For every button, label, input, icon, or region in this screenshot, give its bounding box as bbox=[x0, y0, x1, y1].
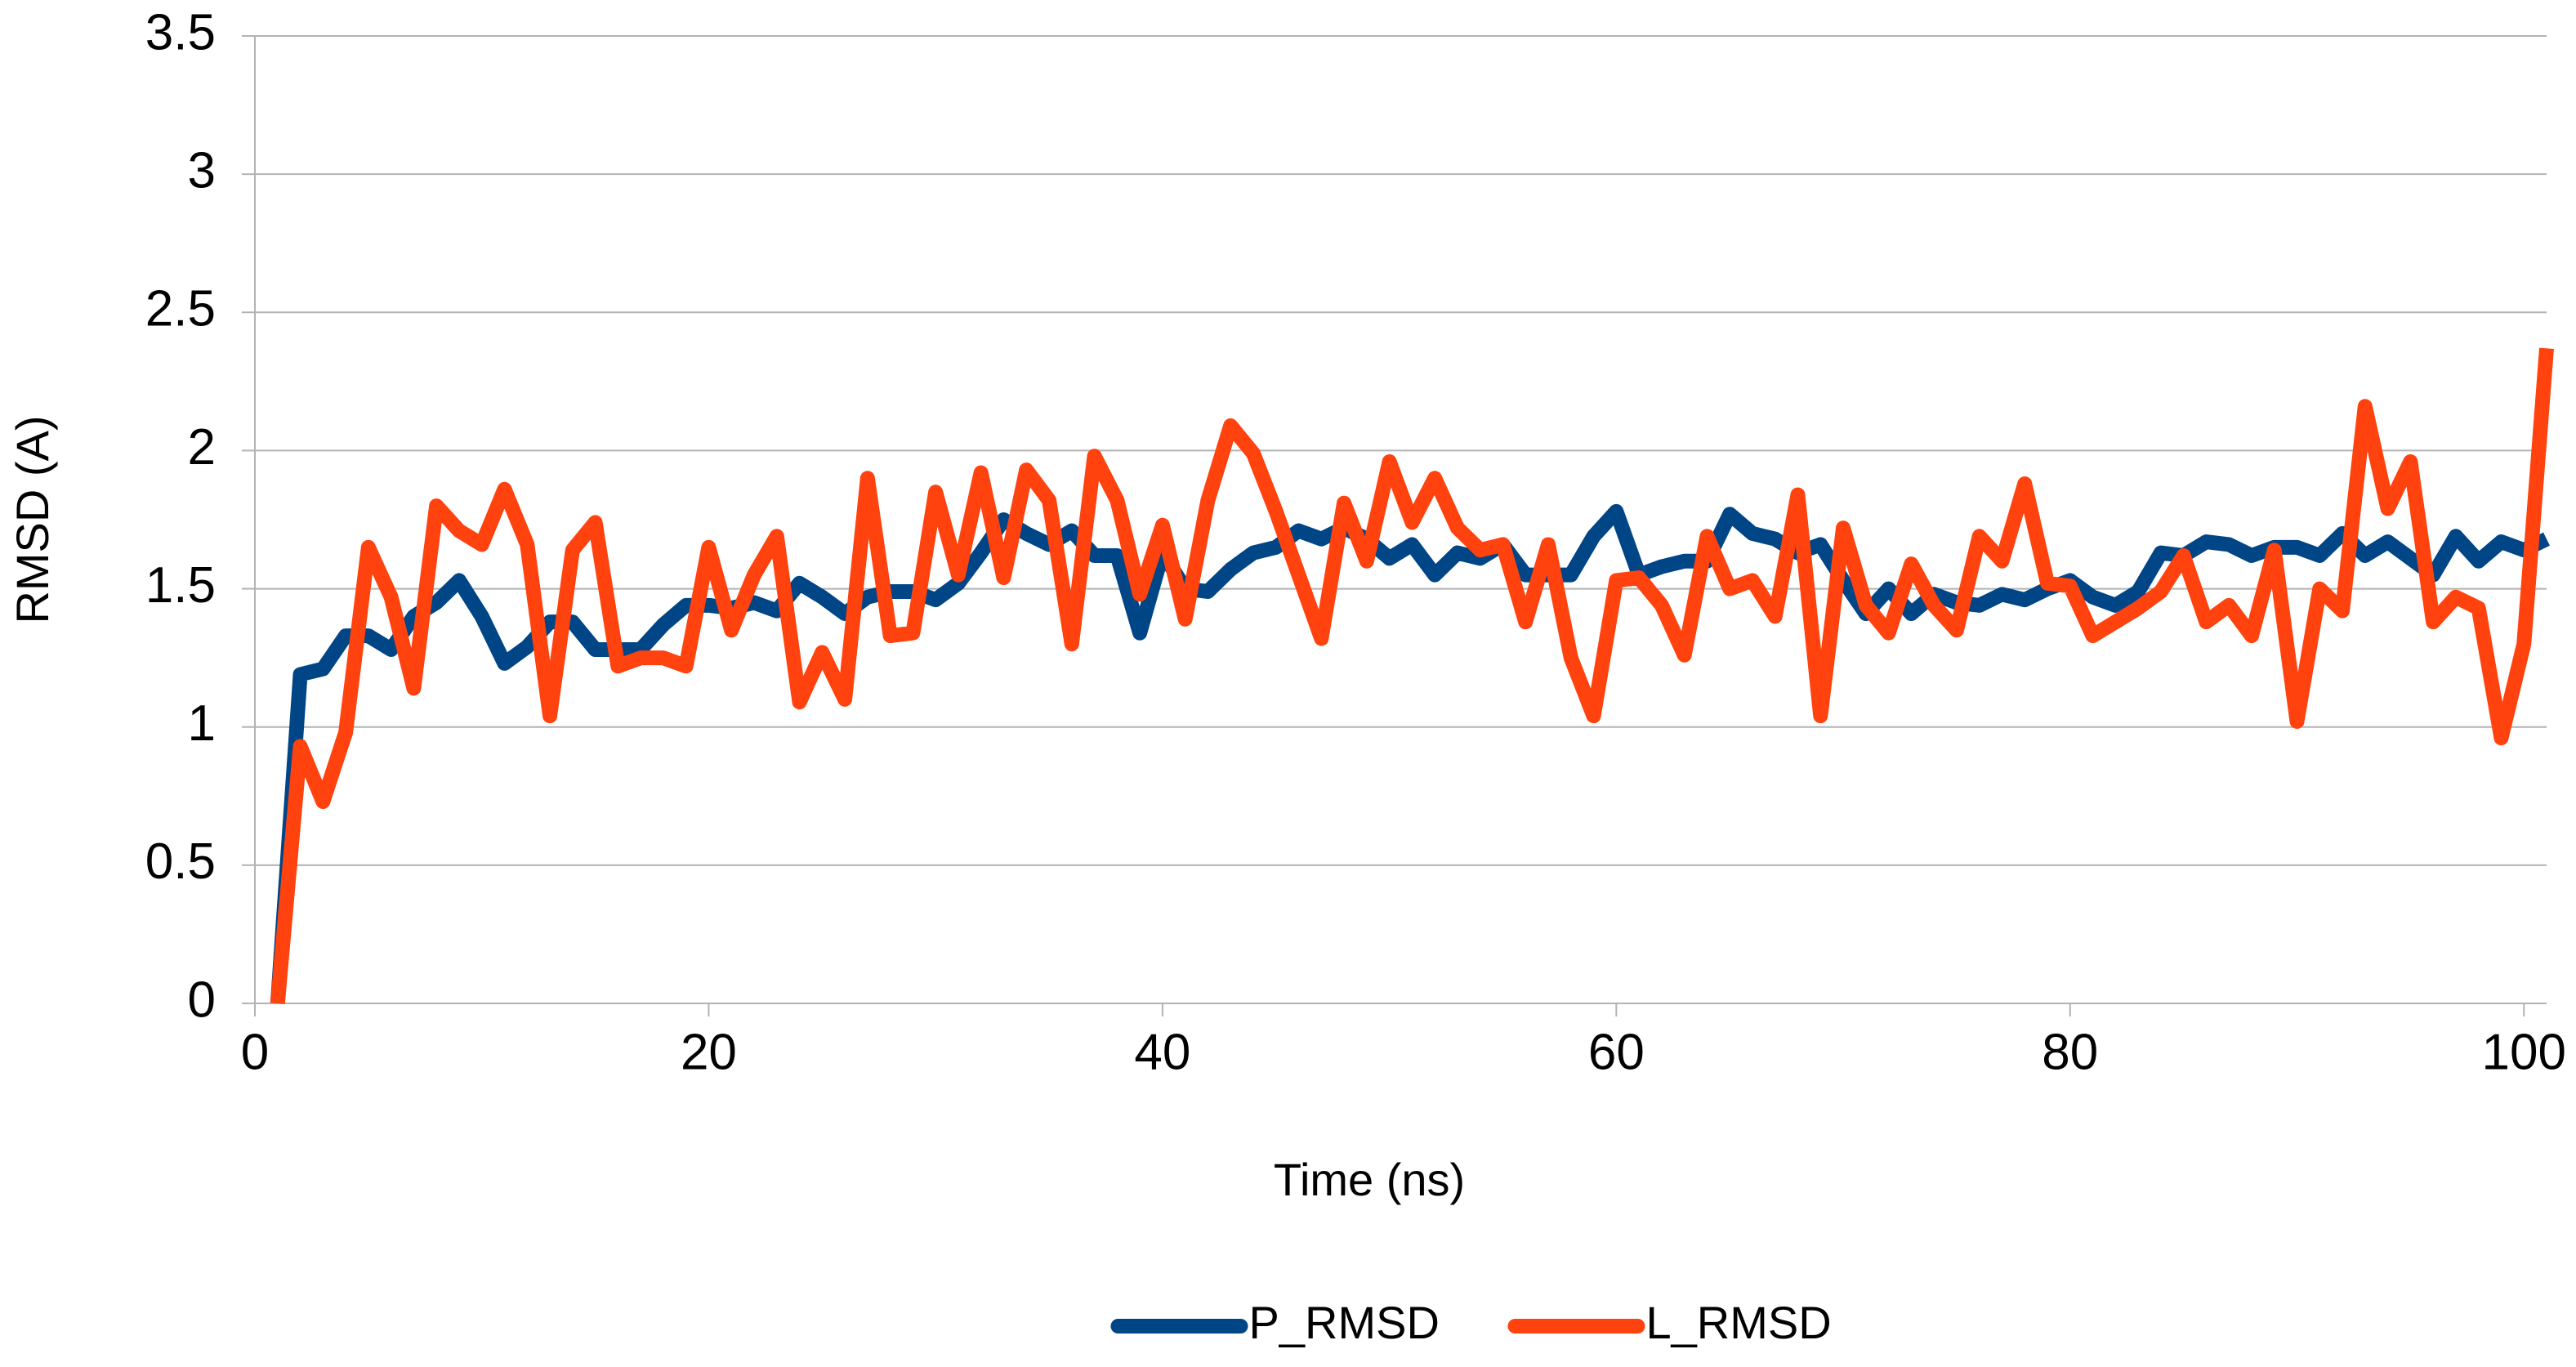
x-tick-label: 100 bbox=[2482, 1024, 2566, 1080]
y-tick-label: 3.5 bbox=[145, 4, 216, 60]
y-tick-label: 1 bbox=[188, 695, 216, 752]
legend-label: L_RMSD bbox=[1646, 1297, 1832, 1348]
y-tick-label: 0 bbox=[188, 972, 216, 1028]
x-axis-title: Time (ns) bbox=[1274, 1154, 1465, 1205]
y-tick-label: 3 bbox=[188, 143, 216, 199]
x-tick-label: 0 bbox=[241, 1024, 269, 1080]
x-tick-label: 60 bbox=[1588, 1024, 1645, 1080]
y-axis-title: RMSD (A) bbox=[7, 415, 58, 623]
x-tick-label: 20 bbox=[681, 1024, 737, 1080]
x-tick-label: 80 bbox=[2042, 1024, 2098, 1080]
series-line bbox=[270, 347, 2554, 1004]
y-tick-label: 2 bbox=[188, 419, 216, 476]
y-tick-label: 1.5 bbox=[145, 557, 216, 614]
y-tick-label: 2.5 bbox=[145, 281, 216, 337]
series-line bbox=[270, 503, 2550, 1004]
legend-label: P_RMSD bbox=[1249, 1297, 1440, 1348]
x-tick-label: 40 bbox=[1134, 1024, 1190, 1080]
y-tick-label: 0.5 bbox=[145, 833, 216, 890]
